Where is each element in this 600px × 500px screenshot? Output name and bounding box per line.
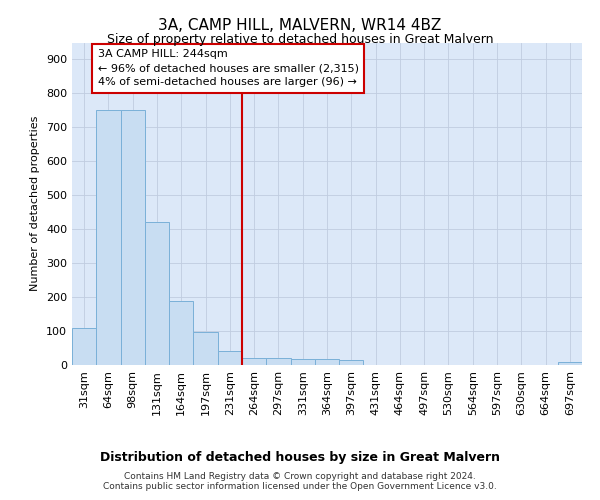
Text: Contains HM Land Registry data © Crown copyright and database right 2024.
Contai: Contains HM Land Registry data © Crown c… xyxy=(103,472,497,491)
Bar xyxy=(242,358,266,365)
Bar xyxy=(218,350,242,365)
Bar xyxy=(96,110,121,365)
Text: Distribution of detached houses by size in Great Malvern: Distribution of detached houses by size … xyxy=(100,451,500,464)
Y-axis label: Number of detached properties: Number of detached properties xyxy=(31,116,40,292)
Bar xyxy=(290,359,315,365)
Bar xyxy=(266,358,290,365)
Bar xyxy=(72,328,96,365)
Text: 3A, CAMP HILL, MALVERN, WR14 4BZ: 3A, CAMP HILL, MALVERN, WR14 4BZ xyxy=(158,18,442,32)
Bar xyxy=(558,362,582,365)
Bar xyxy=(193,332,218,365)
Text: Size of property relative to detached houses in Great Malvern: Size of property relative to detached ho… xyxy=(107,32,493,46)
Bar xyxy=(121,110,145,365)
Bar xyxy=(315,359,339,365)
Bar xyxy=(339,360,364,365)
Text: 3A CAMP HILL: 244sqm
← 96% of detached houses are smaller (2,315)
4% of semi-det: 3A CAMP HILL: 244sqm ← 96% of detached h… xyxy=(97,50,359,88)
Bar xyxy=(145,222,169,365)
Bar xyxy=(169,300,193,365)
